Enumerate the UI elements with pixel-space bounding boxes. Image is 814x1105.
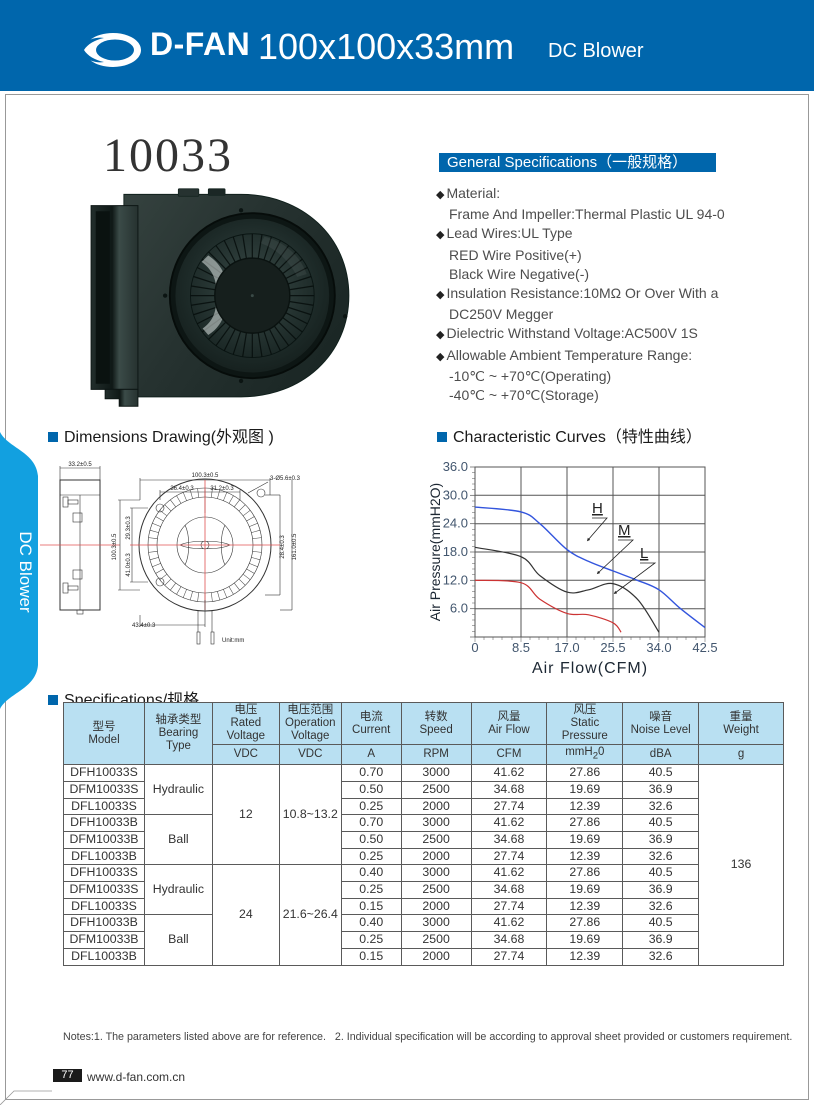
svg-text:33.2±0.5: 33.2±0.5 <box>68 462 92 468</box>
svg-text:43.4±0.3: 43.4±0.3 <box>132 623 156 629</box>
svg-text:28.4±0.3: 28.4±0.3 <box>280 535 286 559</box>
svg-text:DC Blower: DC Blower <box>16 531 35 613</box>
svg-text:17.0: 17.0 <box>554 640 579 655</box>
svg-text:L: L <box>640 545 648 562</box>
svg-text:Air Pressure(mmH2O): Air Pressure(mmH2O) <box>427 483 443 621</box>
svg-text:Unit:mm: Unit:mm <box>222 638 244 644</box>
svg-text:M: M <box>618 522 631 539</box>
svg-text:8.5: 8.5 <box>512 640 530 655</box>
svg-text:29.3±0.3: 29.3±0.3 <box>126 516 132 540</box>
svg-text:6.0: 6.0 <box>450 601 468 616</box>
svg-text:100.3±0.5: 100.3±0.5 <box>192 473 219 479</box>
svg-text:H: H <box>592 500 603 517</box>
svg-text:41.0±0.3: 41.0±0.3 <box>126 553 132 577</box>
svg-text:0: 0 <box>471 640 478 655</box>
svg-text:34.0: 34.0 <box>646 640 671 655</box>
svg-text:42.5: 42.5 <box>692 640 717 655</box>
svg-text:161.0±0.5: 161.0±0.5 <box>292 533 298 560</box>
svg-text:24.0: 24.0 <box>443 516 468 531</box>
svg-text:18.0: 18.0 <box>443 544 468 559</box>
svg-text:Air Flow(CFM): Air Flow(CFM) <box>532 660 648 677</box>
svg-text:3-Ø5.6±0.3: 3-Ø5.6±0.3 <box>270 476 301 482</box>
svg-text:12.0: 12.0 <box>443 572 468 587</box>
svg-text:25.5: 25.5 <box>600 640 625 655</box>
svg-text:30.0: 30.0 <box>443 487 468 502</box>
svg-text:36.0: 36.0 <box>443 459 468 474</box>
svg-text:100.3±0.5: 100.3±0.5 <box>112 533 118 560</box>
